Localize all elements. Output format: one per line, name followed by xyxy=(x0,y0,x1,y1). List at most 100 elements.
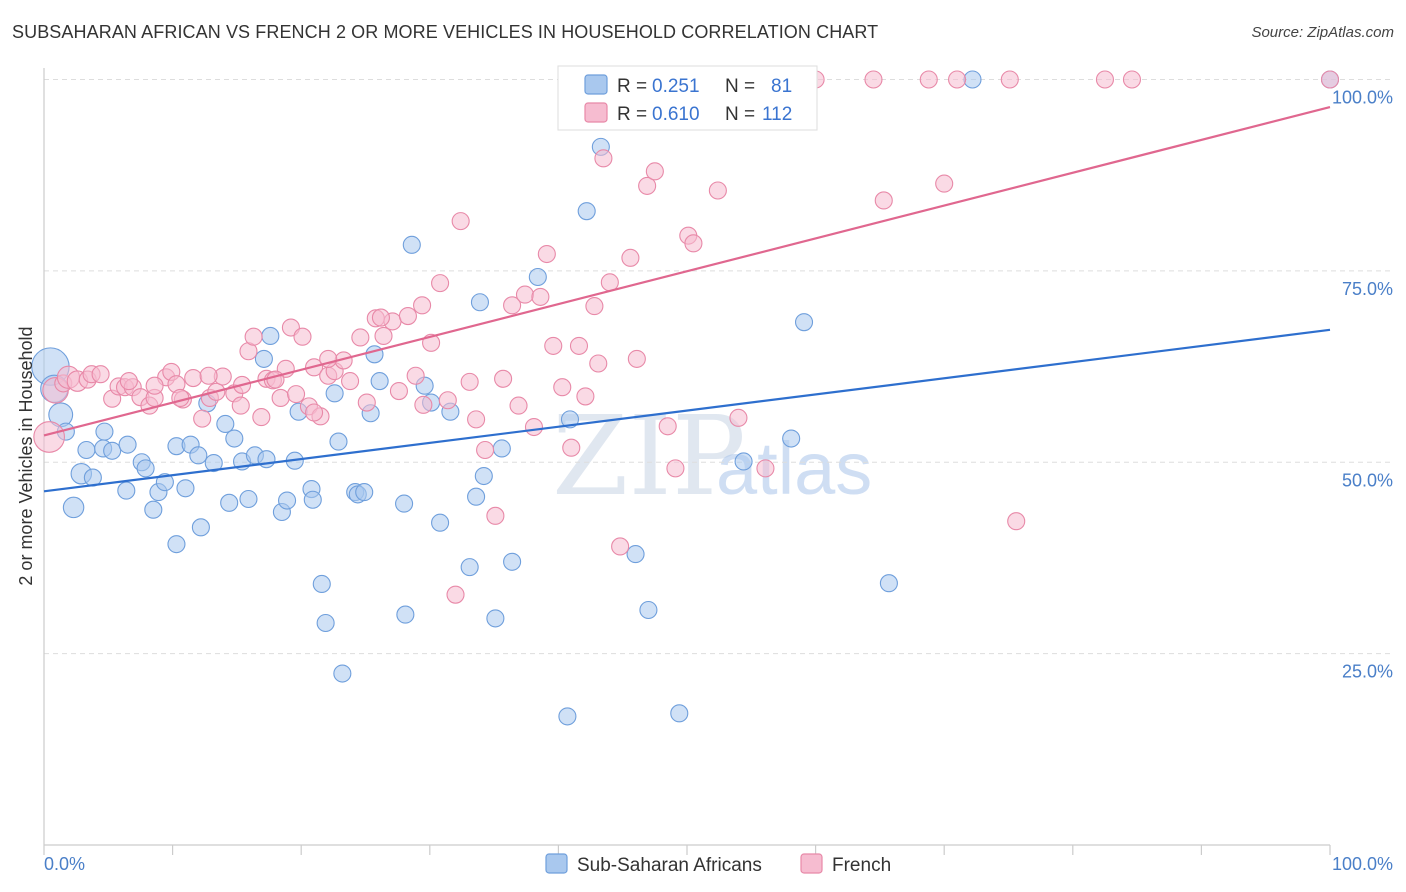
sub-saharan-africans-point xyxy=(503,552,522,571)
french-point xyxy=(708,181,727,200)
sub-saharan-africans-point xyxy=(136,459,155,478)
french-point xyxy=(645,162,664,181)
french-point xyxy=(684,234,703,253)
bottom-legend-swatch-french xyxy=(800,853,823,874)
sub-saharan-africans-point xyxy=(486,609,505,628)
trend-line-sub-saharan-africans xyxy=(43,328,1331,493)
legend-n-value-2: 112 xyxy=(762,104,792,125)
french-point xyxy=(531,287,550,306)
series-french xyxy=(33,70,1340,604)
gridlines xyxy=(44,79,1393,655)
sub-saharan-africans-point xyxy=(303,490,322,509)
legend-n-value-1: 81 xyxy=(771,76,792,97)
french-point xyxy=(414,395,433,414)
french-point xyxy=(231,396,250,415)
sub-saharan-africans-point xyxy=(117,481,136,500)
french-point xyxy=(341,372,360,391)
sub-saharan-africans-point xyxy=(316,613,335,633)
sub-saharan-africans-point xyxy=(365,345,384,364)
french-point xyxy=(589,354,608,373)
french-point xyxy=(398,306,417,326)
french-point xyxy=(351,328,370,347)
french-point xyxy=(948,70,967,89)
watermark-zip: ZIP xyxy=(552,392,746,520)
sub-saharan-africans-point xyxy=(879,574,898,593)
french-point xyxy=(371,308,390,327)
french-point xyxy=(729,408,748,427)
french-point xyxy=(438,391,457,410)
french-point xyxy=(1000,70,1019,89)
sub-saharan-africans-point xyxy=(191,518,210,537)
sub-saharan-africans-point xyxy=(278,491,297,510)
french-point xyxy=(486,506,505,525)
legend-r-value-2: 0.610 xyxy=(652,104,700,125)
french-point xyxy=(864,70,883,89)
sub-saharan-africans-point xyxy=(144,500,163,519)
french-point xyxy=(374,326,393,345)
french-point xyxy=(1095,70,1114,89)
legend-r-label-2: R = xyxy=(617,104,647,125)
french-point xyxy=(919,70,938,89)
french-point xyxy=(503,296,522,315)
sub-saharan-africans-point xyxy=(355,483,374,502)
legend-r-value-1: 0.251 xyxy=(652,76,700,97)
sub-saharan-africans-point xyxy=(189,446,208,465)
french-point xyxy=(494,369,513,388)
sub-saharan-africans-point xyxy=(239,489,258,509)
sub-saharan-africans-point xyxy=(204,453,223,473)
french-point xyxy=(935,174,954,193)
sub-saharan-africans-point xyxy=(220,493,239,512)
source-label: Source: ZipAtlas.com xyxy=(1251,24,1394,41)
bottom-legend-swatch-sub-saharan-africans xyxy=(545,853,568,874)
sub-saharan-africans-point xyxy=(325,384,344,403)
french-point xyxy=(460,372,479,391)
sub-saharan-africans-point xyxy=(431,513,450,532)
sub-saharan-africans-point xyxy=(492,439,511,458)
french-point xyxy=(585,297,604,316)
legend-swatch-sub-saharan-africans xyxy=(584,74,608,95)
french-point xyxy=(874,191,893,210)
correlation-legend: R = 0.251 N = 81 R = 0.610 N = 112 xyxy=(557,65,818,131)
sub-saharan-africans-point xyxy=(402,235,421,254)
sub-saharan-africans-point xyxy=(395,494,414,513)
french-point xyxy=(562,438,581,457)
french-point xyxy=(199,366,218,385)
sub-saharan-africans-point xyxy=(370,372,389,391)
sub-saharan-africans-point xyxy=(626,545,645,564)
sub-saharan-africans-point xyxy=(794,313,814,332)
x-axis-ticks xyxy=(43,845,1331,855)
chart-title: SUBSAHARAN AFRICAN VS FRENCH 2 OR MORE V… xyxy=(12,22,879,42)
french-point xyxy=(666,459,685,478)
french-point xyxy=(357,393,376,412)
french-point xyxy=(515,285,535,304)
legend-swatch-french xyxy=(584,102,608,123)
sub-saharan-africans-point xyxy=(577,202,596,221)
french-point xyxy=(389,382,408,401)
sub-saharan-africans-point xyxy=(329,432,348,451)
y-tick-label-25: 25.0% xyxy=(1342,662,1393,682)
sub-saharan-africans-point xyxy=(225,429,244,448)
french-point xyxy=(451,212,470,231)
french-point xyxy=(467,410,486,429)
sub-saharan-africans-point xyxy=(167,535,186,554)
sub-saharan-africans-point xyxy=(474,466,493,486)
sub-saharan-africans-point xyxy=(560,410,580,429)
y-tick-label-75: 75.0% xyxy=(1342,279,1393,299)
french-point xyxy=(119,372,138,391)
french-point xyxy=(658,417,677,436)
french-point xyxy=(145,376,164,395)
legend-r-label-1: R = xyxy=(617,76,647,97)
sub-saharan-africans-point xyxy=(470,293,490,312)
trend-line-french xyxy=(43,105,1331,437)
french-point xyxy=(293,327,312,346)
sub-saharan-africans-point xyxy=(396,605,415,624)
french-point xyxy=(431,274,450,293)
french-point xyxy=(544,336,563,355)
french-point xyxy=(537,244,556,264)
french-point xyxy=(305,403,324,422)
french-point xyxy=(627,349,646,368)
french-point xyxy=(569,336,589,355)
sub-saharan-africans-point xyxy=(460,558,479,577)
sub-saharan-africans-point xyxy=(216,414,235,434)
french-point xyxy=(184,368,203,388)
